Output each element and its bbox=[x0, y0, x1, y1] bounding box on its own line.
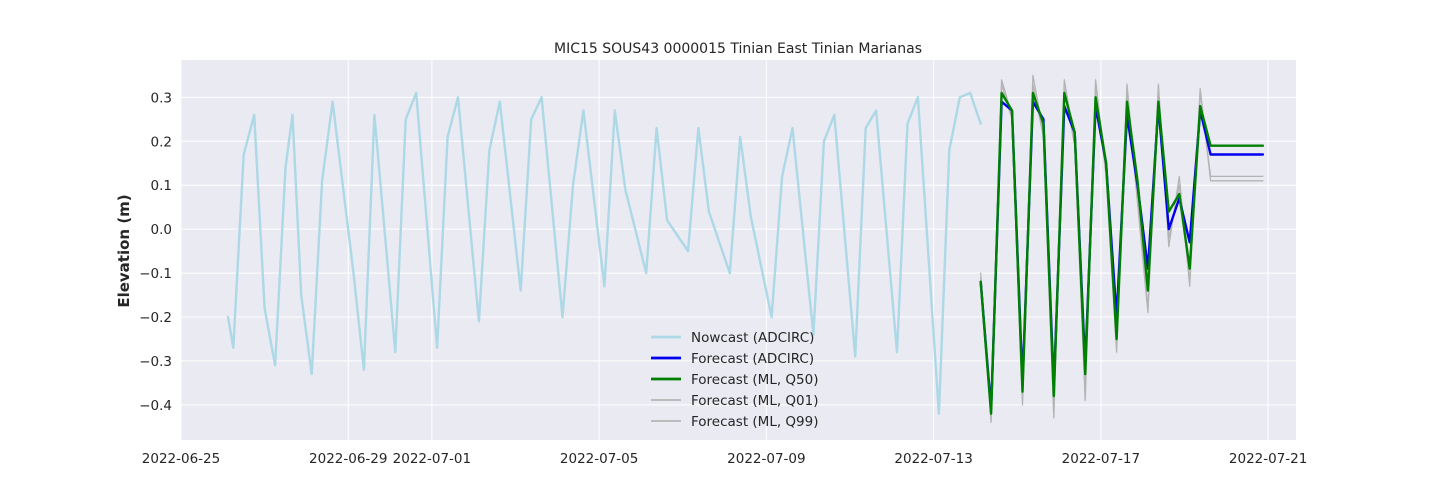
y-axis-ticks: −0.4 −0.3 −0.2 −0.1 0.0 0.1 0.2 0.3 bbox=[139, 90, 172, 414]
y-tick-label: −0.3 bbox=[139, 354, 172, 370]
legend-label: Forecast (ML, Q01) bbox=[691, 393, 819, 409]
legend: Nowcast (ADCIRC) Forecast (ADCIRC) Forecas… bbox=[651, 330, 819, 430]
legend-label: Forecast (ML, Q99) bbox=[691, 414, 819, 430]
legend-label: Nowcast (ADCIRC) bbox=[691, 330, 814, 346]
series-lines bbox=[226, 74, 1265, 424]
grid-lines bbox=[180, 60, 1296, 440]
y-axis-label: Elevation (m) bbox=[115, 194, 133, 307]
y-tick-label: 0.2 bbox=[151, 134, 172, 150]
chart-title: MIC15 SOUS43 0000015 Tinian East Tinian … bbox=[554, 41, 922, 57]
y-tick-label: −0.4 bbox=[139, 398, 172, 414]
series-line-2 bbox=[979, 91, 1265, 415]
x-tick-label: 2022-07-05 bbox=[560, 451, 638, 467]
x-axis-ticks: 2022-06-25 2022-06-29 2022-07-01 2022-07-05… bbox=[142, 451, 1308, 467]
y-tick-label: −0.2 bbox=[139, 310, 172, 326]
x-tick-label: 2022-07-01 bbox=[393, 451, 471, 467]
y-tick-label: 0.1 bbox=[151, 178, 172, 194]
legend-label: Forecast (ML, Q50) bbox=[691, 372, 819, 388]
x-tick-label: 2022-07-17 bbox=[1062, 451, 1140, 467]
x-tick-label: 2022-06-25 bbox=[142, 451, 220, 467]
legend-label: Forecast (ADCIRC) bbox=[691, 351, 814, 367]
y-tick-label: 0.0 bbox=[151, 222, 172, 238]
x-tick-label: 2022-07-13 bbox=[894, 451, 972, 467]
y-tick-label: 0.3 bbox=[151, 90, 172, 106]
y-tick-label: −0.1 bbox=[139, 266, 172, 282]
series-line-0 bbox=[226, 91, 982, 415]
x-tick-label: 2022-07-09 bbox=[727, 451, 805, 467]
x-tick-label: 2022-06-29 bbox=[309, 451, 387, 467]
x-tick-label: 2022-07-21 bbox=[1229, 451, 1307, 467]
